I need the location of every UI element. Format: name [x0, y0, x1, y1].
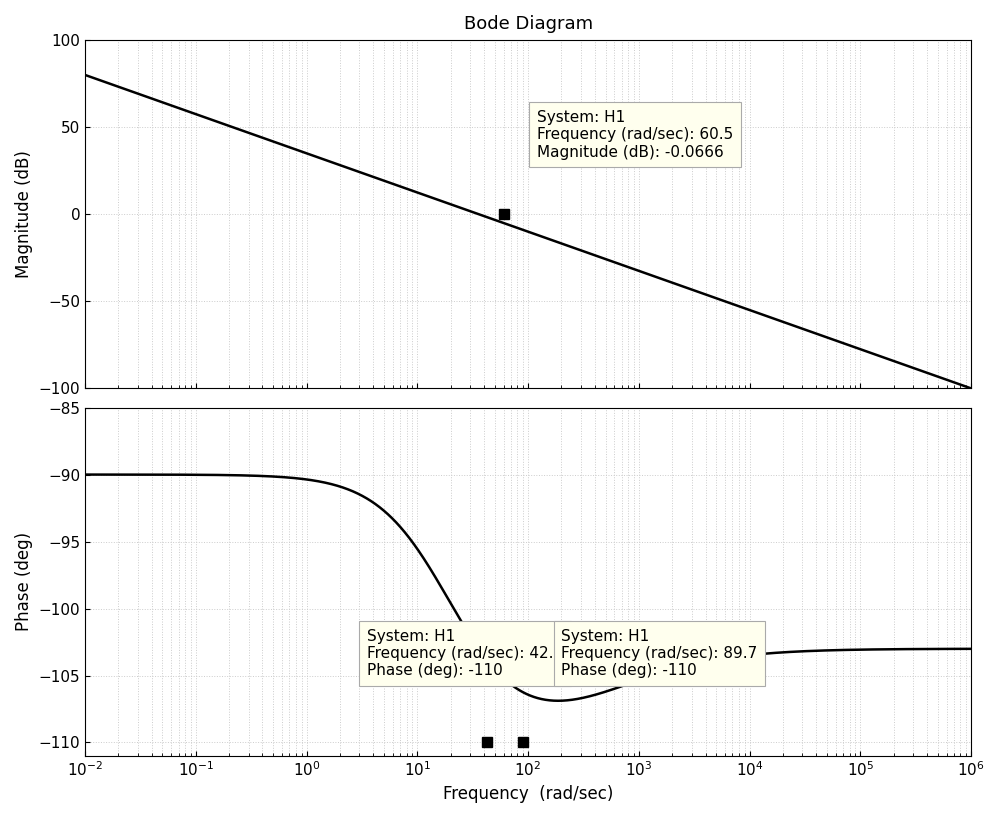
X-axis label: Frequency  (rad/sec): Frequency (rad/sec)	[443, 785, 613, 803]
Text: System: H1
Frequency (rad/sec): 89.7
Phase (deg): -110: System: H1 Frequency (rad/sec): 89.7 Pha…	[561, 628, 758, 678]
Y-axis label: Magnitude (dB): Magnitude (dB)	[15, 151, 33, 278]
Title: Bode Diagram: Bode Diagram	[464, 15, 593, 33]
Text: System: H1
Frequency (rad/sec): 42.7
Phase (deg): -110: System: H1 Frequency (rad/sec): 42.7 Pha…	[367, 628, 563, 678]
Text: System: H1
Frequency (rad/sec): 60.5
Magnitude (dB): -0.0666: System: H1 Frequency (rad/sec): 60.5 Mag…	[537, 110, 733, 160]
Y-axis label: Phase (deg): Phase (deg)	[15, 533, 33, 631]
